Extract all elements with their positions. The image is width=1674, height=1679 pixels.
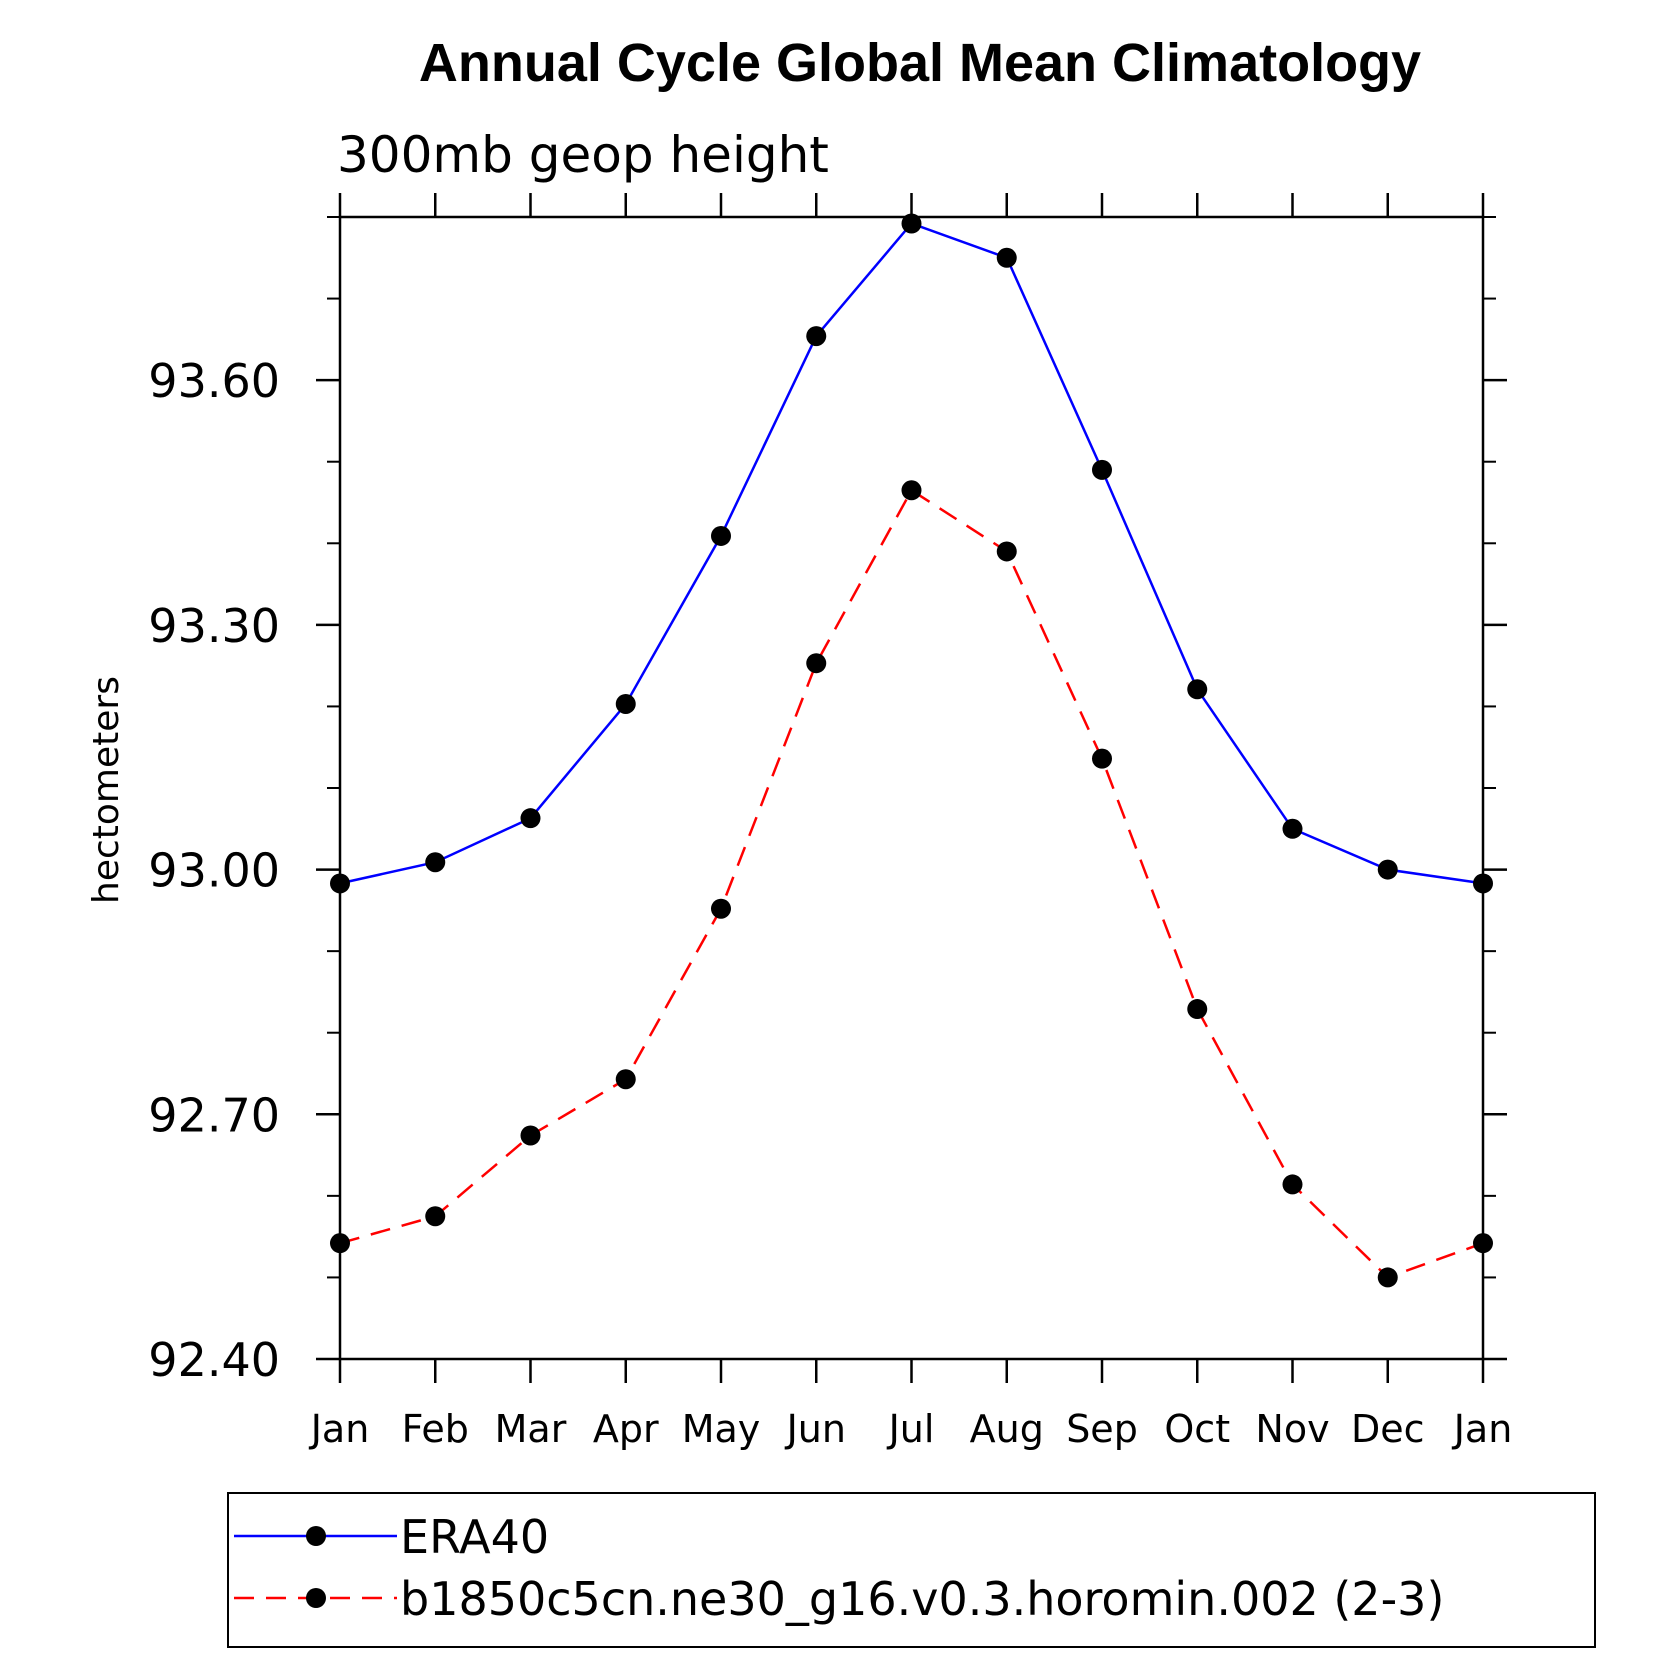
series-1-point [615,693,636,714]
series-1-point [520,808,541,829]
series-1-point [1282,818,1303,839]
series-1-point [1377,859,1398,880]
series-2-point [901,480,922,501]
series-2-point [330,1233,350,1254]
series-1-point [806,326,827,347]
x-tick-label: Sep [1066,1407,1138,1451]
legend-box [227,1492,1596,1648]
series-1-point [996,247,1017,268]
series-1-point [901,213,922,234]
series-layer [330,213,1493,1288]
x-tick-label: Oct [1164,1407,1230,1451]
x-tick-label: Jan [309,1407,370,1451]
x-tick-label: Jul [887,1407,935,1451]
x-tick-label: Nov [1255,1407,1329,1451]
axes: Jan Feb Mar Apr May Jun Jul Aug Sep Oct Nov Dec Jan 9… [148,193,1512,1451]
series-2-point [1282,1174,1303,1195]
x-tick-label: Jan [1452,1407,1513,1451]
series-1-point [1092,459,1112,480]
series-2-point [1377,1267,1398,1288]
series-1-point [330,873,350,894]
series-1-point [1473,873,1493,894]
x-tick-label: Mar [495,1407,567,1451]
legend-label-2: b1850c5cn.ne30_g16.v0.3.horomin.002 (2-3… [400,1572,1444,1626]
series-2-point [1473,1233,1493,1254]
x-tick-label: Feb [402,1407,469,1451]
legend-label-1: ERA40 [400,1510,549,1564]
series-1-point [711,525,731,546]
series-1-point [1187,679,1208,700]
y-tick-label: 92.40 [148,1333,280,1387]
legend-marker-2 [306,1588,326,1608]
plot-frame [338,215,1485,1361]
y-tick-label: 93.60 [148,354,280,408]
series-line-1 [339,222,1484,885]
series-2-point [806,653,827,674]
series-2-point [425,1206,446,1227]
series-2-point [615,1069,636,1090]
x-tick-label: Apr [593,1407,659,1451]
series-2-point [1187,999,1208,1020]
chart-subtitle: 300mb geop height [337,126,829,184]
x-tick-label: May [682,1407,761,1451]
x-tick-label: Jun [785,1407,846,1451]
series-2-point [711,898,731,919]
series-2-point [1092,748,1112,769]
x-tick-label: Aug [970,1407,1044,1451]
legend: ERA40 b1850c5cn.ne30_g16.v0.3.horomin.002… [227,1492,1596,1648]
y-axis-label: hectometers [86,676,127,904]
legend-marker-1 [306,1526,326,1546]
y-tick-label: 93.00 [148,844,280,898]
series-line-2 [339,488,1484,1279]
series-2-point [520,1125,541,1146]
series-1-point [425,852,446,873]
y-tick-label: 92.70 [148,1088,280,1142]
y-tick-label: 93.30 [148,599,280,653]
x-tick-label: Dec [1351,1407,1425,1451]
chart-title: Annual Cycle Global Mean Climatology [419,33,1421,93]
series-2-point [996,541,1017,562]
